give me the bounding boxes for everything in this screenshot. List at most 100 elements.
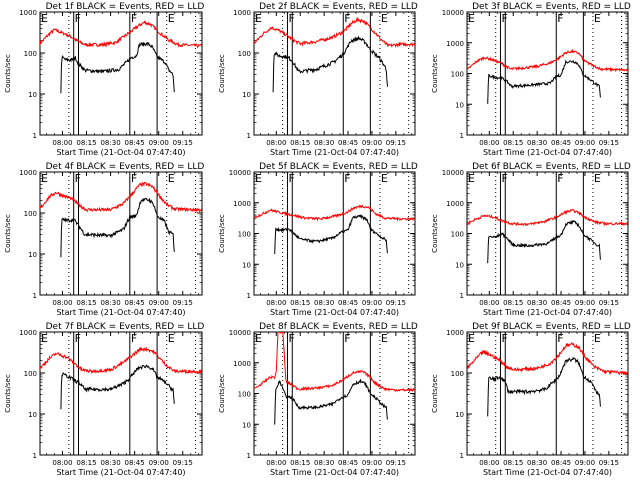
marker-label: F (501, 172, 507, 185)
y-tick-label: 10 (28, 91, 37, 99)
x-tick-label: 09:15 (386, 139, 406, 147)
x-tick-label: 09:00 (362, 299, 382, 307)
y-tick-label: 1000 (233, 200, 251, 208)
marker-label: F (75, 172, 81, 185)
events-series-line (60, 197, 175, 258)
plot-frame (253, 11, 416, 136)
y-tick-label: 10000 (442, 169, 464, 177)
marker-label: F (557, 332, 563, 345)
x-tick-label: 09:00 (575, 299, 595, 307)
panel-det-7: Det 7f BLACK = Events, RED = LLD 1 10 100 10… (4, 322, 204, 477)
lld-series-line (467, 209, 628, 227)
y-axis-label: Counts/sec (431, 214, 439, 253)
panel-det-4: Det 4f BLACK = Events, RED = LLD 1 10 100 10… (4, 162, 204, 317)
y-tick-label: 1 (33, 132, 37, 140)
marker-label: F (288, 332, 294, 345)
y-tick-label: 1 (247, 132, 251, 140)
x-tick-label: 08:30 (314, 459, 334, 467)
y-tick-label: 1 (460, 292, 464, 300)
marker-label: F (288, 12, 294, 25)
panel-title: Det 1f BLACK = Events, RED = LLD (46, 2, 205, 12)
panel-det-3: Det 3f BLACK = Events, RED = LLD 1 10 100 10… (431, 2, 631, 157)
lld-series-line (467, 342, 628, 376)
x-tick-label: 08:00 (52, 299, 72, 307)
x-tick-label: 08:45 (125, 459, 145, 467)
marker-label: F (557, 172, 563, 185)
lld-series-line (254, 204, 415, 222)
x-tick-label: 08:15 (290, 139, 310, 147)
panel-title: Det 9f BLACK = Events, RED = LLD (472, 322, 631, 332)
marker-label: E (381, 12, 388, 25)
lld-series-line (40, 20, 202, 49)
x-tick-label: 08:30 (314, 299, 334, 307)
y-tick-label: 1000 (233, 9, 251, 17)
attenuator-state-label: E (468, 332, 475, 345)
y-tick-label: 100 (238, 391, 251, 399)
plot-frame (39, 331, 203, 456)
x-tick-label: 08:45 (551, 139, 571, 147)
marker-label: E (168, 12, 175, 25)
x-tick-label: 09:00 (362, 139, 382, 147)
x-tick-label: 09:00 (575, 459, 595, 467)
x-axis-label: Start Time (21-Oct-04 07:47:40) (56, 308, 185, 317)
x-axis-label: Start Time (21-Oct-04 07:47:40) (270, 148, 399, 157)
events-series-line (272, 35, 388, 93)
panel-title: Det 7f BLACK = Events, RED = LLD (46, 322, 205, 332)
x-tick-label: 09:00 (149, 459, 169, 467)
events-series-line (60, 364, 175, 410)
x-tick-label: 08:45 (338, 459, 358, 467)
lld-series-line (467, 48, 628, 73)
lld-series-line (40, 181, 202, 213)
plot-frame (39, 11, 203, 136)
marker-label: F (131, 172, 137, 185)
x-axis-label: Start Time (21-Oct-04 07:47:40) (483, 468, 612, 477)
y-tick-label: 1000 (446, 329, 464, 337)
marker-label: E (594, 12, 601, 25)
y-tick-label: 1000 (19, 329, 37, 337)
marker-label: F (501, 12, 507, 25)
y-tick-label: 1 (247, 452, 251, 460)
x-tick-label: 08:30 (527, 299, 547, 307)
y-tick-label: 100 (24, 370, 37, 378)
y-axis-label: Counts/sec (4, 54, 12, 93)
attenuator-state-label: E (41, 332, 48, 345)
x-tick-label: 09:15 (599, 459, 619, 467)
y-axis-label: Counts/sec (4, 374, 12, 413)
x-tick-label: 08:45 (125, 299, 145, 307)
x-tick-label: 08:00 (479, 459, 499, 467)
x-tick-label: 09:00 (362, 459, 382, 467)
plot-frame (466, 171, 629, 296)
x-tick-label: 08:30 (527, 459, 547, 467)
attenuator-state-label: E (255, 332, 262, 345)
x-axis-label: Start Time (21-Oct-04 07:47:40) (483, 148, 612, 157)
marker-label: E (594, 172, 601, 185)
plot-frame (466, 331, 629, 456)
events-series-line (274, 378, 388, 425)
y-tick-label: 1000 (446, 200, 464, 208)
x-tick-label: 09:00 (149, 299, 169, 307)
y-tick-label: 1 (460, 132, 464, 140)
plot-frame (253, 331, 416, 456)
panel-det-8: Det 8f BLACK = Events, RED = LLD 1 10 100 10… (218, 322, 418, 477)
x-axis-label: Start Time (21-Oct-04 07:47:40) (56, 468, 185, 477)
y-tick-label: 10 (242, 261, 251, 269)
x-tick-label: 08:00 (266, 299, 286, 307)
marker-label: F (557, 12, 563, 25)
x-tick-label: 08:15 (76, 459, 96, 467)
panel-title: Det 4f BLACK = Events, RED = LLD (46, 162, 205, 172)
plot-frame (253, 171, 416, 296)
x-tick-label: 08:30 (527, 139, 547, 147)
y-axis-label: Counts/sec (431, 54, 439, 93)
y-tick-label: 1000 (233, 360, 251, 368)
x-tick-label: 09:15 (599, 139, 619, 147)
x-tick-label: 09:15 (173, 139, 193, 147)
lld-series-line (254, 332, 415, 394)
y-tick-label: 100 (24, 50, 37, 58)
y-tick-label: 10 (455, 261, 464, 269)
y-tick-label: 10 (28, 411, 37, 419)
panel-title: Det 6f BLACK = Events, RED = LLD (472, 162, 631, 172)
panel-title: Det 5f BLACK = Events, RED = LLD (259, 162, 418, 172)
x-tick-label: 08:15 (76, 299, 96, 307)
x-tick-label: 08:15 (503, 459, 523, 467)
